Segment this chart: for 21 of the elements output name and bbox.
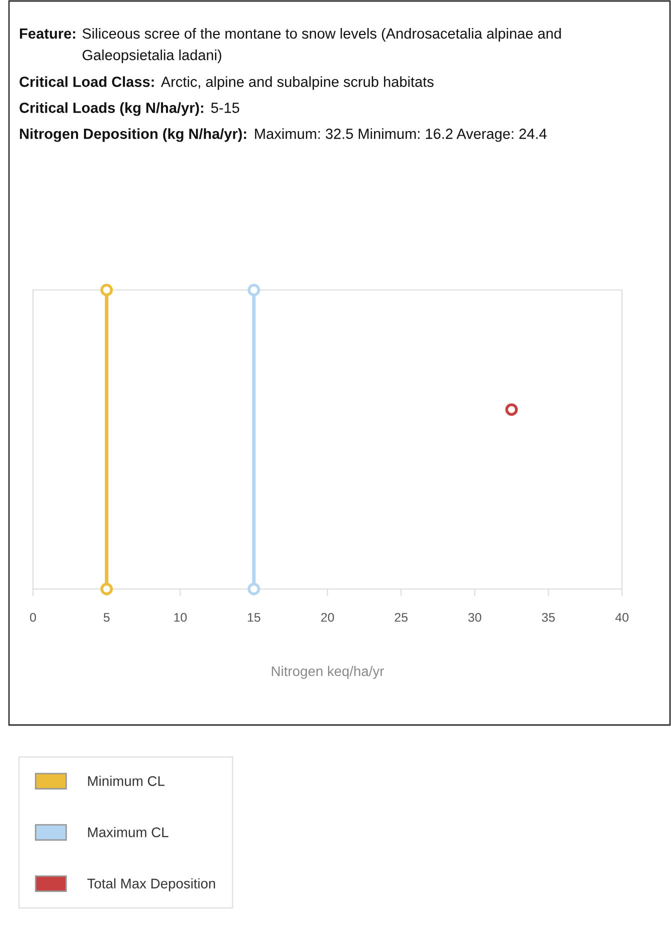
text: Nitrogen Deposition (kg N/ha/yr): xyxy=(20,128,246,142)
legend-label: Minimum CL xyxy=(88,776,164,786)
x-tick-label: 10 xyxy=(174,612,187,622)
x-tick-label: 40 xyxy=(615,612,628,622)
text: Siliceous scree of the montane to snow levels (Androsacetalia alpinae and Galeopsietalia ladani) xyxy=(82,28,561,64)
text: 5-15 xyxy=(211,102,240,113)
x-axis-title: Nitrogen keq/ha/yr xyxy=(272,666,384,679)
text: Arctic, alpine and subalpine scrub habitats xyxy=(160,76,434,90)
x-tick-label: 35 xyxy=(542,612,555,622)
x-tick-label: 25 xyxy=(394,612,408,622)
x-tick-label: 30 xyxy=(468,612,482,622)
legend-label: Total Max Deposition xyxy=(87,878,216,892)
text: Critical Load Class: xyxy=(20,76,154,87)
x-tick-label: 20 xyxy=(321,612,334,622)
text: Feature: xyxy=(20,28,76,39)
x-tick-label: 0 xyxy=(30,612,36,622)
text: Critical Loads (kg N/ha/yr): xyxy=(20,102,204,116)
x-tick-label: 15 xyxy=(248,613,260,622)
legend-label: Maximum CL xyxy=(88,827,168,838)
text: Maximum: 32.5 Minimum: 16.2 Average: 24.4 xyxy=(255,128,547,142)
x-tick-label: 5 xyxy=(104,613,110,622)
